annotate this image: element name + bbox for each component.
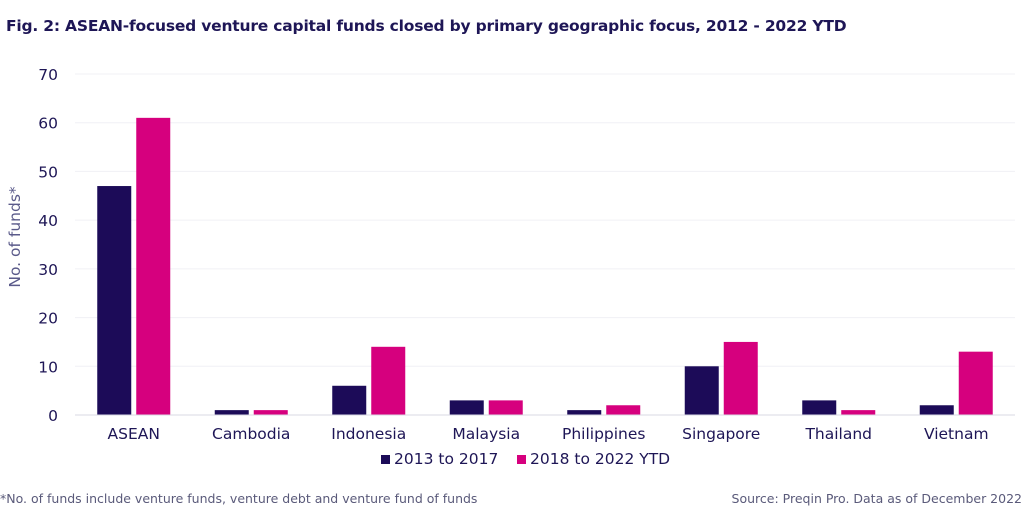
bar-series1-malaysia xyxy=(449,400,484,415)
bar-series2-singapore xyxy=(723,341,758,415)
x-tick-label: Cambodia xyxy=(212,425,290,443)
y-tick-label: 50 xyxy=(38,163,58,181)
bar-series1-cambodia xyxy=(214,410,249,415)
x-tick-label: Philippines xyxy=(562,425,646,443)
bar-series1-singapore xyxy=(684,366,719,415)
bar-series2-thailand xyxy=(841,410,876,415)
footnote: *No. of funds include venture funds, ven… xyxy=(0,491,478,506)
bar-series2-asean xyxy=(136,117,171,415)
legend-label-2: 2018 to 2022 YTD xyxy=(530,450,670,468)
legend-swatch-2 xyxy=(517,455,526,464)
y-tick-label: 70 xyxy=(38,66,58,84)
bar-series2-vietnam xyxy=(958,351,993,415)
bar-series1-vietnam xyxy=(919,405,954,415)
bar-series2-indonesia xyxy=(371,346,406,415)
bar-series1-asean xyxy=(97,186,132,415)
y-tick-label: 0 xyxy=(48,407,58,425)
legend-swatch-1 xyxy=(381,455,390,464)
y-tick-label: 30 xyxy=(38,261,58,279)
x-tick-label: Indonesia xyxy=(331,425,406,443)
source-note: Source: Preqin Pro. Data as of December … xyxy=(731,491,1022,506)
bar-series1-thailand xyxy=(802,400,837,415)
bar-series2-philippines xyxy=(606,405,641,415)
x-tick-label: Malaysia xyxy=(452,425,520,443)
gridlines xyxy=(75,73,1015,367)
y-tick-label: 40 xyxy=(38,212,58,230)
bar-series1-indonesia xyxy=(332,385,367,415)
x-tick-label: Vietnam xyxy=(924,425,989,443)
y-tick-label: 10 xyxy=(38,358,58,376)
bar-series2-malaysia xyxy=(488,400,523,415)
bars xyxy=(97,117,993,415)
chart-title: Fig. 2: ASEAN-focused venture capital fu… xyxy=(6,17,847,35)
x-tick-label: Singapore xyxy=(682,425,760,443)
y-axis: 0 10 20 30 40 50 60 70 xyxy=(38,66,58,425)
bar-series1-philippines xyxy=(567,410,602,415)
x-tick-label: ASEAN xyxy=(108,425,160,443)
y-axis-label: No. of funds* xyxy=(6,186,24,288)
x-tick-label: Thailand xyxy=(804,425,872,443)
x-axis: ASEAN Cambodia Indonesia Malaysia Philippine… xyxy=(108,425,989,443)
legend: 2013 to 2017 2018 to 2022 YTD xyxy=(381,450,670,468)
legend-label-1: 2013 to 2017 xyxy=(394,450,498,468)
y-tick-label: 20 xyxy=(38,310,58,328)
bar-series2-cambodia xyxy=(253,410,288,415)
y-tick-label: 60 xyxy=(38,115,58,133)
